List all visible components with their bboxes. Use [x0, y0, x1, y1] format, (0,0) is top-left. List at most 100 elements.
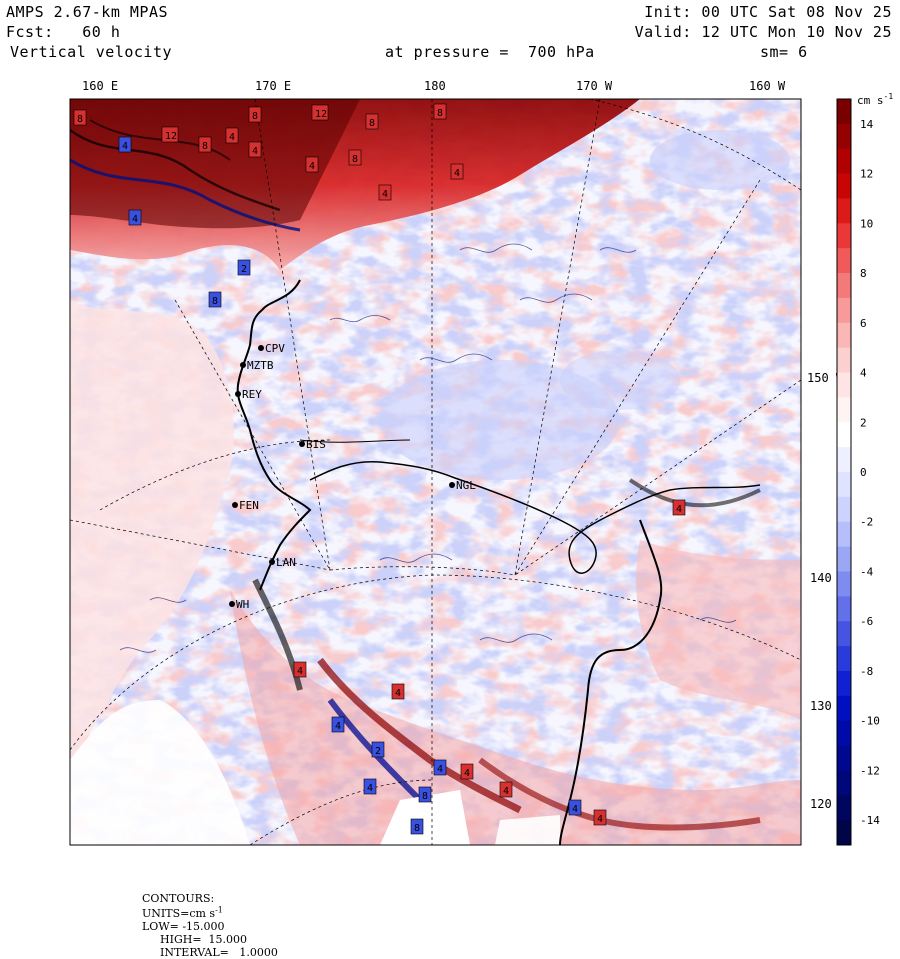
contour-label: 4 — [122, 141, 128, 152]
model-title: AMPS 2.67-km MPAS — [6, 3, 169, 21]
contour-label: 4 — [335, 721, 341, 732]
colorbar-swatch — [837, 621, 851, 647]
colorbar-tick-label: -4 — [860, 565, 874, 578]
contour-label-box — [568, 799, 582, 816]
station-dot — [229, 601, 235, 607]
footer-contours: CONTOURS: — [142, 892, 215, 905]
colorbar-frame — [836, 98, 852, 846]
contour-label-box — [672, 499, 686, 516]
station-dot — [299, 441, 305, 447]
colorbar-swatch — [837, 596, 851, 622]
contour-label-box — [128, 209, 142, 226]
colorbar-swatch — [837, 720, 851, 747]
contour-label-box — [433, 103, 447, 120]
longitude-labels: 160 E 170 E 180 170 W 160 W — [82, 79, 786, 93]
station-label: WH — [236, 598, 249, 611]
station-dot — [269, 559, 275, 565]
station-dot — [232, 502, 238, 508]
contour-label-box — [363, 778, 377, 795]
lon-label-170w: 170 W — [576, 79, 613, 93]
footer: CONTOURS: UNITS=cm s-1 LOW= -15.000 HIGH… — [135, 879, 278, 959]
contour-label: 4 — [309, 161, 315, 172]
contour-label-box — [73, 109, 87, 126]
colorbar-swatch — [837, 173, 851, 199]
edge-label-150w: 150 W — [807, 371, 844, 385]
smoothing: sm= 6 — [760, 43, 808, 61]
colorbar-swatch — [837, 248, 851, 274]
contour-label: 2 — [375, 746, 381, 757]
contour-label-box — [331, 716, 345, 733]
contour-label-box — [237, 259, 251, 276]
colorbar-swatch — [837, 447, 851, 473]
colorbar-swatch — [837, 745, 851, 771]
contour-label: 8 — [202, 141, 208, 152]
station-label: FEN — [239, 499, 259, 512]
stations: CPV MZTB REY BIS NGL FEN LAN WH — [229, 342, 476, 611]
contour-label: 12 — [165, 131, 177, 142]
station-label: BIS — [306, 438, 326, 451]
contour-label: 4 — [454, 168, 460, 179]
contour-label-box — [391, 683, 405, 700]
colorbar-tick-label: -14 — [860, 814, 880, 827]
colorbar-tick-label: 4 — [860, 367, 867, 380]
coastline — [236, 279, 312, 591]
colorbar-swatch — [837, 571, 851, 597]
colorbar-swatch — [837, 670, 851, 697]
contour-labels: 8 12 8 12 8 8 8 4 4 4 4 4 8 4 4 2 8 4 4 4 4 2 4 4 4 4 8 4 4 8 — [73, 103, 686, 835]
contour-label: 4 — [297, 666, 303, 677]
lon-label-160e: 160 E — [82, 79, 118, 93]
colorbar-tick-label: 12 — [860, 168, 873, 181]
station-dot — [258, 345, 264, 351]
forecast-hour: Fcst: 60 h — [6, 23, 121, 41]
contour-label: 4 — [252, 146, 258, 157]
lon-label-180: 180 — [424, 79, 446, 93]
station-label: MZTB — [247, 359, 274, 372]
station-label: CPV — [265, 342, 285, 355]
contour-label-box — [371, 741, 385, 758]
colorbar-swatch — [837, 770, 851, 796]
plot-area — [70, 99, 801, 845]
footer-low: LOW= -15.000 — [142, 919, 225, 933]
contour-label-box — [248, 141, 262, 158]
contour-label: 8 — [77, 114, 83, 125]
contour-label: 8 — [352, 154, 358, 165]
contour-label: 8 — [252, 111, 258, 122]
contour-label: 4 — [464, 768, 470, 779]
colorbar-tick-label: -6 — [860, 615, 873, 628]
colorbar-tick-label: -2 — [860, 516, 873, 529]
contour-label: 4 — [367, 783, 373, 794]
contour-label-box — [198, 136, 212, 153]
colorbar-swatch — [837, 820, 851, 846]
plot-frame — [69, 98, 802, 846]
colorbar-swatch — [837, 198, 851, 224]
colorbar-swatch — [837, 397, 851, 423]
contour-label: 4 — [503, 786, 509, 797]
contour-label-box — [348, 149, 362, 166]
colorbar-tick-label: 14 — [860, 118, 874, 131]
colorbar: 14 12 10 8 6 4 2 0 -2 -4 -6 -8 -10 -12 -14 — [836, 98, 880, 846]
contour-label: 4 — [676, 504, 682, 515]
footer-interval: INTERVAL= 1.0000 — [160, 945, 278, 959]
contour-label: 2 — [241, 264, 247, 275]
contour-label: 8 — [212, 296, 218, 307]
station-dot — [449, 482, 455, 488]
station-label: REY — [242, 388, 262, 401]
colorbar-tick-label: 2 — [860, 416, 867, 429]
contour-label: 4 — [132, 214, 138, 225]
colorbar-swatch — [837, 372, 851, 398]
contour-label-box — [433, 759, 447, 776]
colorbar-swatch — [837, 347, 851, 374]
contour-label-box — [410, 818, 424, 835]
contour-label-box — [311, 104, 329, 121]
colorbar-swatch — [837, 297, 851, 324]
colorbar-tick-label: -12 — [860, 764, 880, 777]
lon-label-160w: 160 W — [749, 79, 786, 93]
colorbar-swatch — [837, 322, 851, 349]
contour-label-box — [293, 661, 307, 678]
contour-label-box — [378, 184, 392, 201]
contour-label: 4 — [572, 804, 578, 815]
lon-label-170e: 170 E — [255, 79, 291, 93]
contour-label-box — [450, 163, 464, 180]
valid-time: Valid: 12 UTC Mon 10 Nov 25 — [634, 23, 892, 41]
contour-label-box — [593, 809, 607, 826]
